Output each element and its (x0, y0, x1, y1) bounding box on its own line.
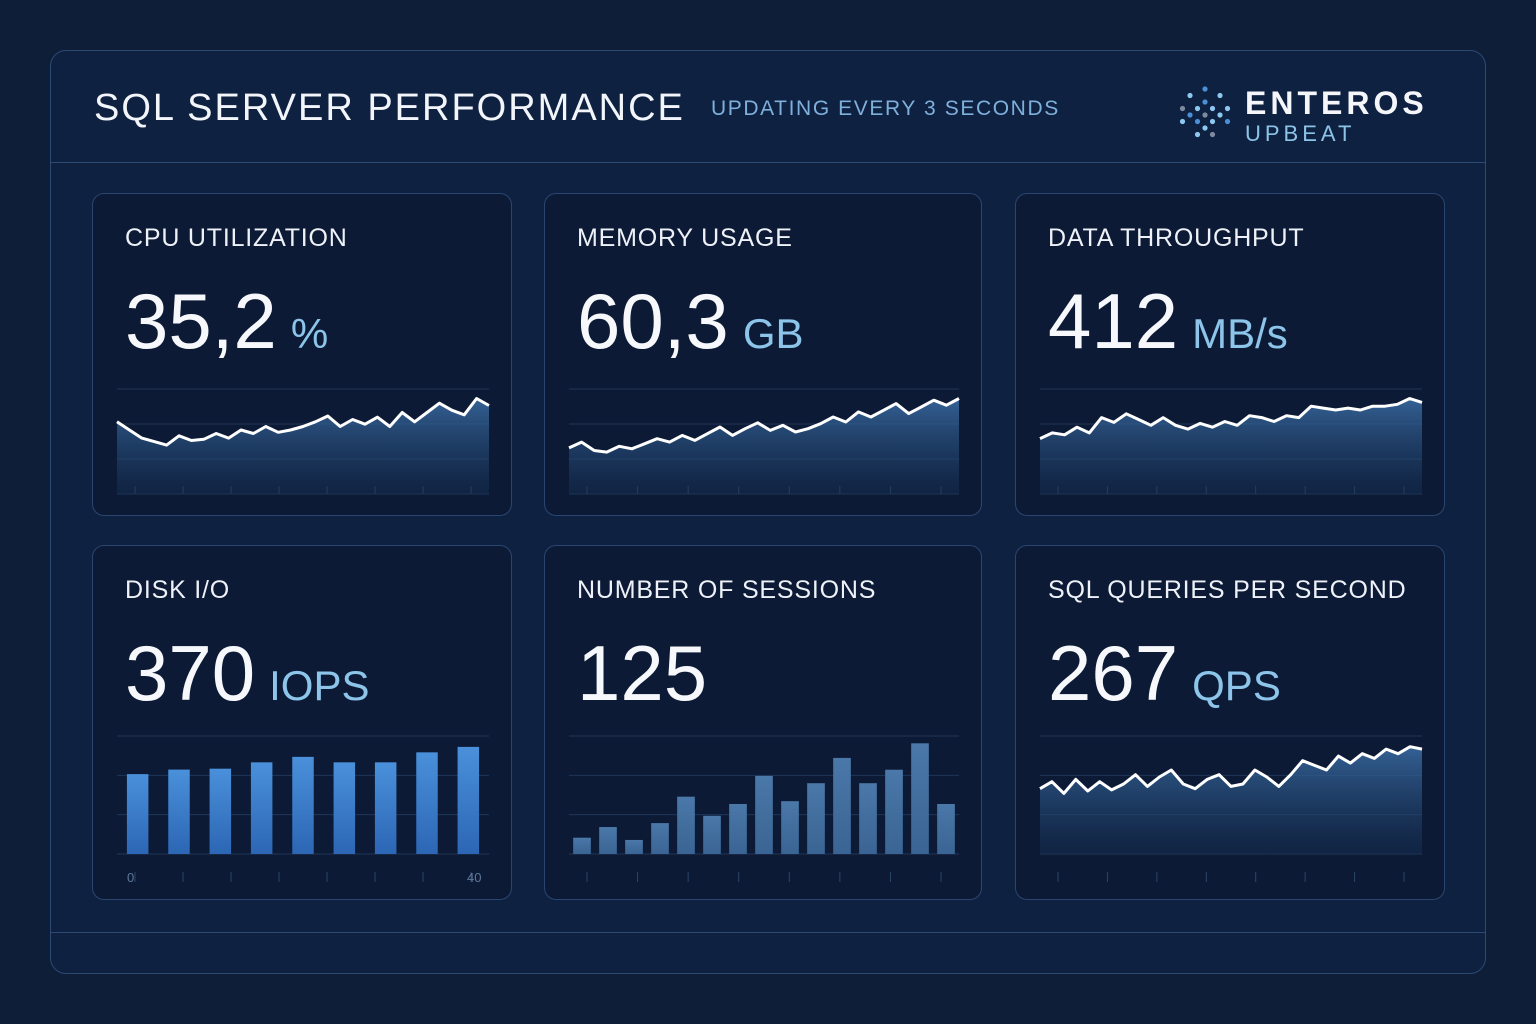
bar (126, 774, 149, 854)
data-throughput-chart (1039, 388, 1423, 495)
axis-label-end: 40 (467, 870, 481, 885)
metric-unit: GB (742, 310, 804, 357)
logo-subname: UPBEAT (1245, 121, 1356, 146)
metric-unit: IOPS (269, 662, 370, 709)
bar (781, 801, 799, 854)
metric-unit: MB/s (1192, 310, 1288, 357)
bar (292, 756, 314, 854)
card-label: SQL QUERIES PER SECOND (1048, 576, 1407, 604)
page-title: SQL SERVER PERFORMANCE (94, 87, 685, 129)
area-fill (569, 398, 959, 494)
update-status: UPDATING EVERY 3 SECONDS (711, 97, 1060, 120)
bar (729, 803, 747, 854)
bar (807, 783, 825, 854)
metric-value: 370 (125, 629, 256, 717)
card-value: 35,2% (125, 276, 328, 367)
card-label: MEMORY USAGE (577, 224, 793, 252)
bar (625, 839, 643, 854)
bar (333, 762, 356, 854)
card-value: 370 IOPS (125, 628, 370, 719)
metric-unit: % (290, 310, 329, 357)
sql-queries-per-second-card: SQL QUERIES PER SECOND 267 QPS (1015, 545, 1445, 900)
metric-value: 267 (1048, 629, 1179, 717)
card-value: 267 QPS (1048, 628, 1281, 719)
bar (937, 803, 955, 854)
header: SQL SERVER PERFORMANCE UPDATING EVERY 3 … (51, 51, 1485, 163)
metric-value: 412 (1048, 277, 1179, 365)
bar (859, 783, 877, 854)
axis-label-start: 0 (127, 870, 134, 885)
metric-value: 125 (577, 629, 708, 717)
memory-usage-chart (568, 388, 960, 495)
logo: ENTEROS UPBEAT (1175, 85, 1455, 146)
bar (651, 823, 669, 854)
card-label: DISK I/O (125, 576, 231, 604)
cpu-utilization-chart (116, 388, 490, 495)
cpu-utilization-card: CPU UTILIZATION 35,2% (92, 193, 512, 516)
logo-dots-icon (1179, 86, 1231, 138)
bar (416, 752, 438, 854)
card-value: 125 (577, 628, 721, 719)
bar (573, 837, 591, 854)
metric-unit: QPS (1192, 662, 1281, 709)
card-value: 412 MB/s (1048, 276, 1288, 367)
card-label: CPU UTILIZATION (125, 224, 348, 252)
bar (911, 743, 929, 854)
disk-io-card: DISK I/O 370 IOPS 0 40 (92, 545, 512, 900)
card-value: 60,3 GB (577, 276, 804, 367)
number-of-sessions-card: NUMBER OF SESSIONS 125 (544, 545, 982, 900)
footer-divider (51, 932, 1485, 933)
bar (599, 827, 617, 854)
data-throughput-card: DATA THROUGHPUT 412 MB/s (1015, 193, 1445, 516)
logo-name: ENTEROS (1245, 85, 1428, 121)
bar (209, 768, 232, 854)
metric-value: 35,2 (125, 277, 277, 365)
disk-io-chart: 0 40 (117, 735, 489, 885)
bar (168, 769, 190, 854)
sql-queries-per-second-chart (1039, 735, 1423, 882)
bar (703, 815, 721, 854)
series-line (116, 397, 490, 447)
metric-value: 60,3 (577, 277, 729, 365)
number-of-sessions-chart (569, 735, 959, 882)
area-fill (1040, 398, 1422, 494)
bar (755, 775, 773, 854)
series-line (568, 397, 960, 454)
bar (677, 796, 695, 854)
bar (457, 746, 480, 854)
series-line (1039, 745, 1423, 795)
series-line (1039, 397, 1423, 440)
bar (250, 762, 273, 854)
bar (374, 762, 397, 854)
card-label: DATA THROUGHPUT (1048, 224, 1305, 252)
area-fill (1040, 746, 1422, 854)
bar (833, 757, 851, 854)
card-label: NUMBER OF SESSIONS (577, 576, 877, 604)
memory-usage-card: MEMORY USAGE 60,3 GB (544, 193, 982, 516)
bar (885, 769, 903, 854)
area-fill (117, 398, 489, 494)
